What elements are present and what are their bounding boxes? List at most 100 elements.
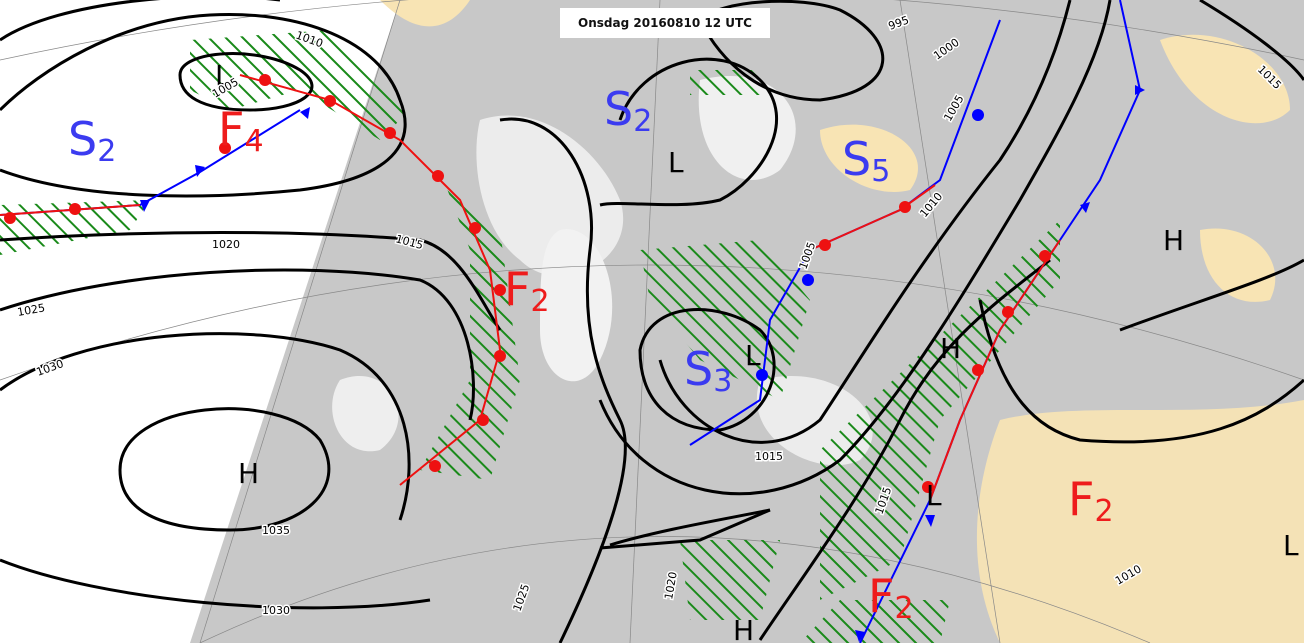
pressure-center: L bbox=[1283, 529, 1299, 562]
map-shape bbox=[384, 127, 396, 139]
map-shape bbox=[899, 0, 1001, 643]
map-shape bbox=[324, 95, 336, 107]
map-shape bbox=[259, 74, 271, 86]
map-shape bbox=[239, 74, 502, 486]
map-shape bbox=[599, 57, 779, 207]
front-index: 2 bbox=[633, 104, 652, 139]
map-shape bbox=[0, 231, 502, 331]
map-shape bbox=[820, 124, 918, 192]
map-shape bbox=[476, 115, 624, 277]
map-shape bbox=[1199, 0, 1304, 81]
front-index: 2 bbox=[97, 134, 116, 169]
front-label: S3 bbox=[684, 342, 732, 399]
front-label: F4 bbox=[218, 102, 264, 159]
map-shape bbox=[380, 0, 470, 27]
map-shape bbox=[609, 508, 771, 547]
isobar-label: 1015 bbox=[755, 450, 783, 463]
map-shape bbox=[432, 170, 444, 182]
map-shape bbox=[499, 117, 627, 643]
map-shape bbox=[925, 515, 935, 527]
map-shape bbox=[494, 350, 506, 362]
front-index: 4 bbox=[244, 124, 263, 159]
front-letter: S bbox=[842, 132, 871, 186]
map-shape bbox=[976, 400, 1304, 643]
pressure-center: L bbox=[745, 339, 761, 372]
map-shape bbox=[972, 364, 984, 376]
map-shape bbox=[0, 558, 431, 610]
front-label: S5 bbox=[842, 132, 890, 189]
map-shape bbox=[469, 222, 481, 234]
map-shape bbox=[922, 481, 934, 493]
map-shape bbox=[178, 52, 314, 112]
map-shape bbox=[899, 201, 911, 213]
map-shape bbox=[698, 0, 885, 102]
map-shape bbox=[599, 508, 771, 550]
map-shape bbox=[820, 220, 1060, 600]
isobar-label: 1035 bbox=[262, 524, 290, 537]
map-shape bbox=[219, 142, 231, 154]
map-shape bbox=[118, 407, 331, 532]
front-index: 2 bbox=[530, 284, 549, 319]
front-letter: S bbox=[604, 82, 633, 136]
map-shape bbox=[658, 0, 1072, 444]
map-shape bbox=[978, 299, 1304, 444]
map-shape bbox=[0, 200, 150, 255]
pressure-center: H bbox=[238, 457, 259, 490]
map-shape bbox=[195, 165, 205, 177]
map-shape bbox=[140, 200, 150, 212]
map-shape bbox=[698, 76, 796, 180]
isobar-label: 1030 bbox=[262, 604, 290, 617]
map-shape bbox=[190, 30, 410, 140]
front-label: S2 bbox=[68, 112, 116, 169]
map-shape bbox=[1002, 306, 1014, 318]
map-shape bbox=[640, 240, 810, 400]
map-shape bbox=[0, 332, 411, 521]
map-shape bbox=[1080, 202, 1090, 213]
front-index: 3 bbox=[713, 364, 732, 399]
pressure-center: L bbox=[926, 479, 942, 512]
map-shape bbox=[0, 12, 407, 198]
map-shape bbox=[1119, 258, 1304, 332]
map-shape bbox=[140, 85, 1145, 642]
map-shape bbox=[802, 274, 814, 286]
map-shape bbox=[1039, 250, 1051, 262]
map-shape bbox=[4, 74, 1051, 493]
map-shape bbox=[494, 284, 506, 296]
title-box bbox=[560, 8, 770, 38]
map-shape bbox=[0, 0, 280, 42]
front-letter: S bbox=[684, 342, 713, 396]
map-shape bbox=[1160, 34, 1290, 124]
map-shape bbox=[429, 460, 441, 472]
map-shape bbox=[855, 630, 865, 642]
front-letter: F bbox=[504, 262, 530, 316]
map-shape bbox=[1200, 228, 1276, 302]
pressure-center: H bbox=[733, 614, 754, 643]
map-shape bbox=[819, 239, 831, 251]
front-label: S2 bbox=[604, 82, 652, 139]
map-shape bbox=[0, 0, 1304, 61]
pressure-center: H bbox=[1163, 224, 1184, 257]
front-index: 2 bbox=[1094, 494, 1113, 529]
pressure-center: H bbox=[940, 332, 961, 365]
map-shape bbox=[972, 109, 984, 121]
map-shape bbox=[758, 258, 1051, 641]
front-letter: S bbox=[68, 112, 97, 166]
front-label: F2 bbox=[1068, 472, 1114, 529]
map-shape bbox=[69, 203, 81, 215]
front-label: F2 bbox=[868, 569, 914, 626]
map-shape bbox=[477, 414, 489, 426]
front-letter: F bbox=[218, 102, 244, 156]
map-shape bbox=[332, 376, 399, 452]
pressure-center: L bbox=[668, 146, 684, 179]
pressure-center: L bbox=[215, 59, 231, 92]
map-shape bbox=[690, 70, 760, 95]
map-shape bbox=[756, 369, 768, 381]
front-index: 2 bbox=[894, 591, 913, 626]
map-shape bbox=[199, 536, 1151, 643]
map-shape bbox=[300, 107, 310, 119]
map-shape bbox=[680, 540, 780, 620]
isobar-label: 1020 bbox=[212, 238, 240, 251]
